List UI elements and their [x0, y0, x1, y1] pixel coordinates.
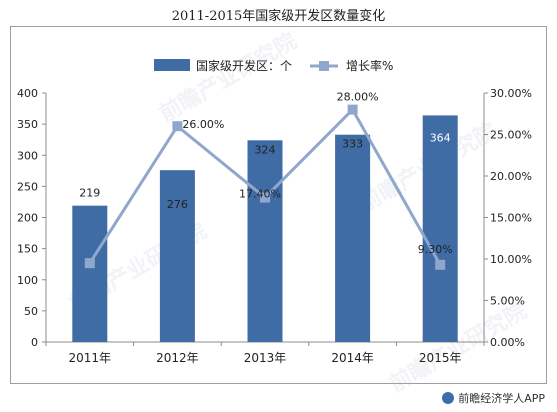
x-tick-label: 2015年	[419, 351, 462, 365]
legend-swatch-bar	[154, 59, 190, 71]
x-tick-label: 2014年	[331, 351, 374, 365]
bar	[159, 170, 195, 342]
x-tick-label: 2011年	[69, 351, 112, 365]
y-left-tick-label: 250	[17, 180, 38, 193]
legend-swatch-marker	[319, 61, 329, 71]
growth-marker	[347, 104, 358, 115]
brand-logo-icon	[442, 392, 455, 404]
growth-marker	[84, 258, 95, 269]
y-right-tick-label: 10.00%	[490, 253, 532, 266]
bar	[422, 115, 458, 342]
bar-data-label: 219	[79, 187, 100, 200]
growth-marker	[260, 192, 270, 203]
bar	[335, 134, 371, 342]
bar-data-label: 333	[342, 138, 363, 151]
y-left-tick-label: 100	[17, 274, 38, 287]
y-right-tick-label: 25.00%	[490, 129, 532, 142]
y-right-tick-label: 20.00%	[490, 170, 532, 183]
y-right-tick-label: 15.00%	[490, 212, 532, 225]
y-right-tick-label: 5.00%	[490, 295, 525, 308]
y-left-tick-label: 0	[31, 336, 38, 349]
y-left-tick-label: 350	[17, 118, 38, 131]
line-data-label: 28.00%	[337, 91, 379, 104]
line-data-label: 9.30%	[418, 243, 453, 256]
line-data-label: 17.40%	[239, 188, 281, 201]
line-data-label: 26.00%	[182, 118, 224, 131]
bar-data-label: 364	[430, 131, 451, 144]
growth-marker	[435, 259, 446, 270]
footer-brand-label: 前瞻经济学人APP	[458, 392, 545, 405]
legend-label-bar: 国家级开发区：个	[196, 58, 292, 73]
y-right-tick-label: 30.00%	[490, 87, 532, 100]
bar	[72, 205, 108, 342]
footer-brand: 前瞻经济学人APP	[442, 390, 545, 406]
bar-data-label: 324	[255, 143, 276, 156]
bar	[247, 140, 283, 342]
y-left-tick-label: 300	[17, 149, 38, 162]
legend-label-line: 增长率%	[346, 58, 393, 73]
x-tick-label: 2012年	[156, 351, 199, 365]
y-left-tick-label: 150	[17, 243, 38, 256]
y-right-tick-label: 0.00%	[490, 336, 525, 349]
y-left-tick-label: 200	[17, 212, 38, 225]
y-left-tick-label: 400	[17, 87, 38, 100]
x-tick-label: 2013年	[244, 351, 287, 365]
y-left-tick-label: 50	[24, 305, 38, 318]
chart-title: 2011-2015年国家级开发区数量变化	[171, 9, 386, 24]
bar-data-label: 276	[167, 198, 188, 211]
growth-marker	[172, 121, 183, 132]
